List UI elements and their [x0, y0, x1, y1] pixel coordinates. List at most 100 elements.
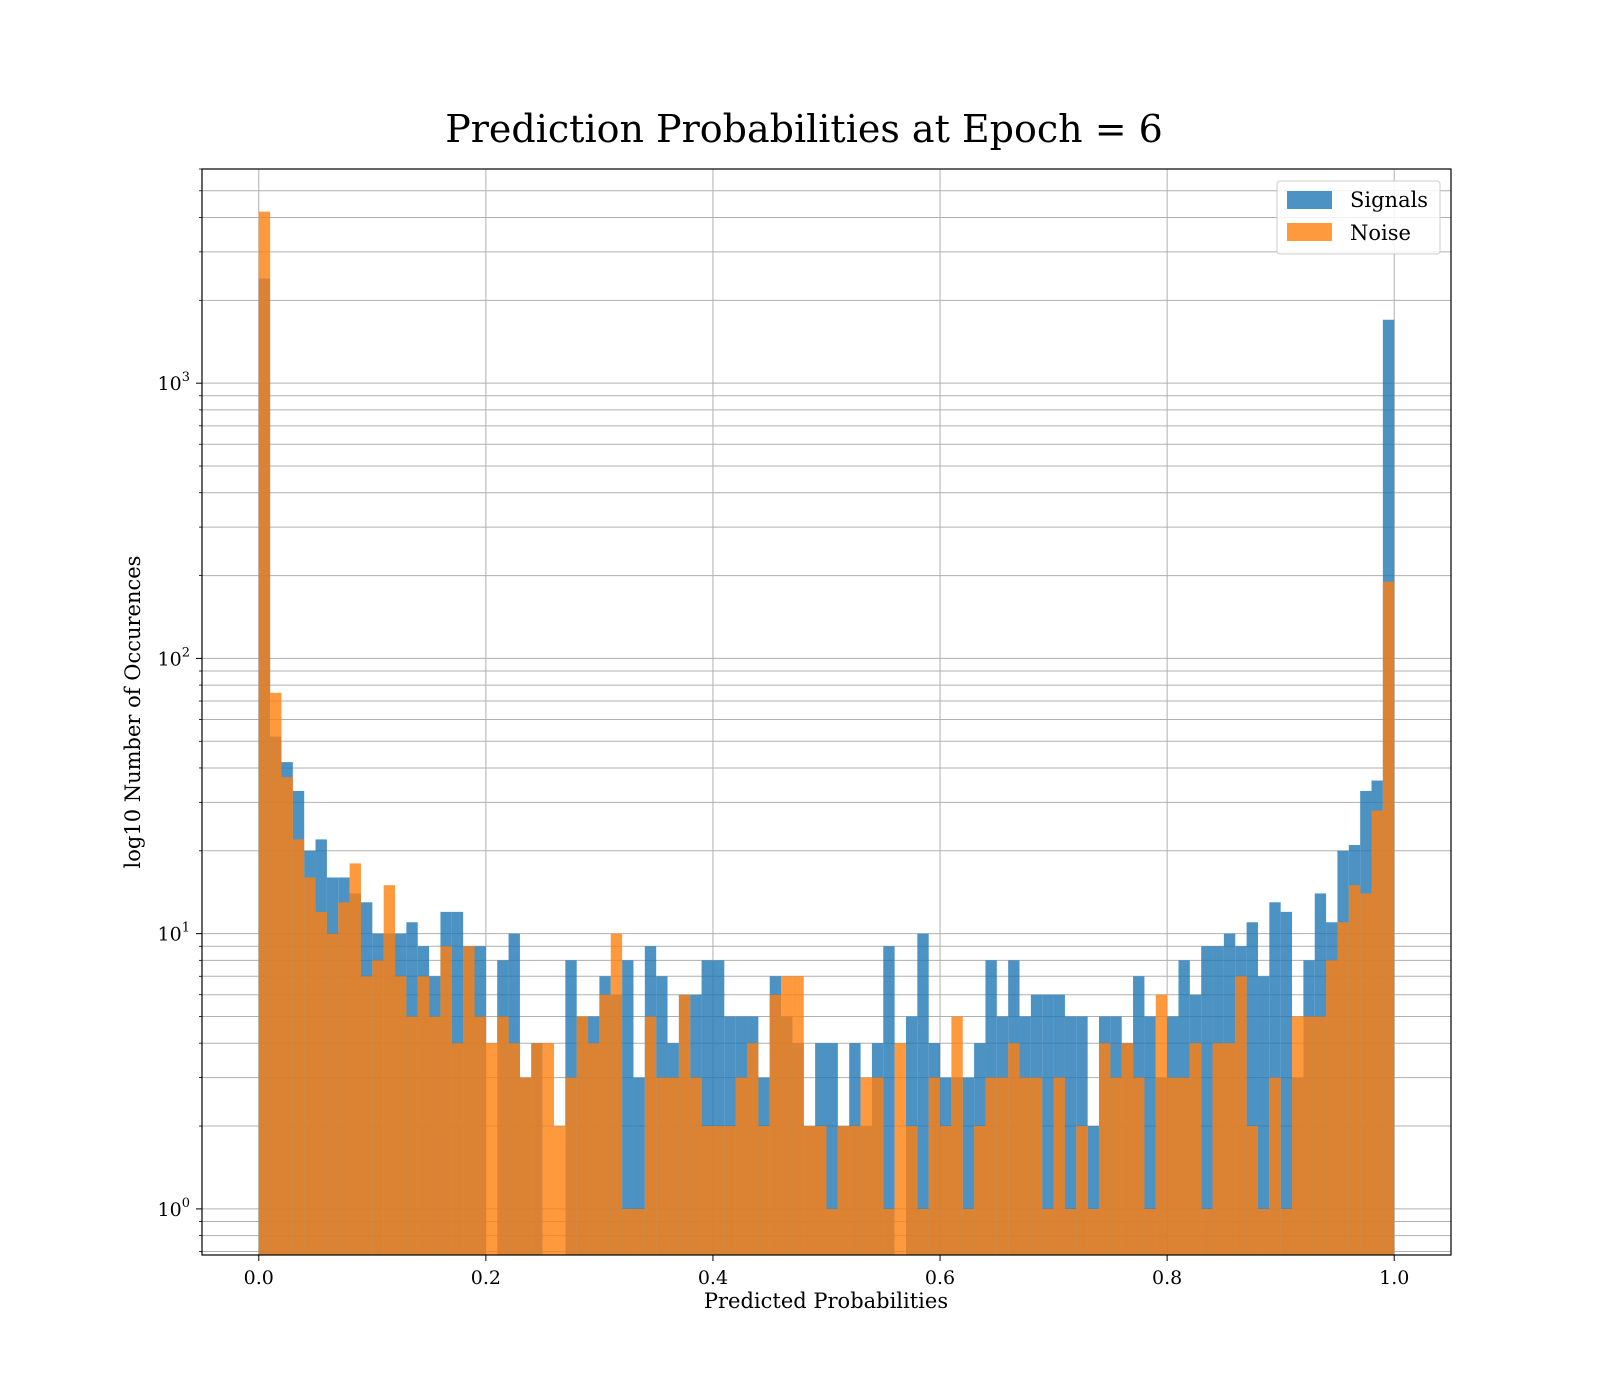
x-axis-label: Predicted Probabilities — [704, 1289, 948, 1313]
bar-noise-74 — [1099, 1043, 1111, 1255]
bar-noise-26 — [553, 1126, 566, 1255]
bar-noise-72 — [1076, 1126, 1088, 1255]
bar-noise-13 — [406, 1016, 418, 1255]
bar-noise-10 — [372, 960, 384, 1255]
bar-noise-35 — [656, 1077, 668, 1255]
bar-noise-38 — [690, 1077, 702, 1255]
bar-noise-1 — [270, 692, 282, 1255]
bar-noise-86 — [1235, 976, 1247, 1255]
bar-noise-95 — [1337, 922, 1349, 1255]
bar-noise-41 — [724, 1126, 736, 1255]
bar-noise-39 — [701, 1126, 713, 1255]
bar-noise-0 — [258, 211, 271, 1256]
x-axis-ticks: 0.0 0.2 0.4 0.6 0.8 1.0 — [244, 1255, 1409, 1289]
bar-noise-42 — [735, 1077, 748, 1255]
bar-noise-83 — [1201, 1208, 1213, 1255]
bar-noise-84 — [1212, 1043, 1224, 1255]
bar-noise-65 — [996, 1077, 1009, 1255]
bar-noise-27 — [565, 1077, 577, 1255]
legend-swatch-noise — [1287, 223, 1332, 241]
bar-noise-6 — [326, 933, 339, 1255]
bar-signals-58 — [917, 933, 929, 1255]
x-tick-label: 1.0 — [1379, 1267, 1409, 1289]
bar-signals-88 — [1257, 976, 1270, 1255]
bar-signals-40 — [712, 960, 725, 1255]
bar-noise-59 — [928, 1077, 941, 1255]
legend-swatch-signals — [1287, 191, 1332, 209]
bar-noise-90 — [1280, 1208, 1293, 1255]
bar-signals-33 — [633, 1077, 645, 1255]
bar-noise-2 — [281, 777, 293, 1255]
bar-signals-78 — [1144, 1016, 1156, 1255]
bar-noise-97 — [1360, 893, 1372, 1255]
bar-noise-47 — [792, 976, 804, 1255]
bar-noise-75 — [1110, 1077, 1122, 1255]
plot-frame — [201, 168, 1452, 1256]
bar-noise-3 — [292, 839, 305, 1255]
bar-noise-80 — [1167, 1077, 1179, 1255]
bar-noise-94 — [1326, 960, 1338, 1255]
bar-noise-14 — [417, 976, 430, 1255]
bar-noise-40 — [712, 1126, 725, 1255]
bar-noise-46 — [781, 976, 793, 1255]
bar-noise-30 — [599, 994, 611, 1255]
bar-signals-90 — [1280, 911, 1293, 1255]
legend: Signals Noise — [1276, 180, 1441, 255]
legend-label-signals: Signals — [1350, 188, 1428, 212]
chart-title: Prediction Probabilities at Epoch = 6 — [445, 107, 1163, 151]
bar-noise-9 — [360, 976, 373, 1255]
bar-noise-98 — [1371, 810, 1383, 1255]
bar-signals-73 — [1087, 1126, 1100, 1255]
x-tick-label: 0.2 — [471, 1267, 501, 1289]
bar-noise-33 — [633, 1208, 645, 1255]
y-tick-label: 100 — [158, 1196, 190, 1221]
x-tick-label: 0.8 — [1152, 1267, 1182, 1289]
bar-noise-58 — [917, 1208, 929, 1255]
bar-noise-17 — [451, 1043, 464, 1255]
bar-noise-25 — [542, 1043, 554, 1255]
bar-noise-79 — [1155, 994, 1168, 1255]
bar-noise-73 — [1087, 1208, 1100, 1255]
bar-noise-52 — [849, 1126, 861, 1255]
bar-signals-62 — [962, 1077, 975, 1255]
bar-noise-99 — [1382, 581, 1395, 1255]
bar-noise-57 — [905, 1126, 918, 1255]
bar-noise-77 — [1133, 1077, 1145, 1255]
bar-noise-34 — [644, 1016, 657, 1255]
bar-noise-11 — [383, 885, 396, 1255]
bar-noise-49 — [815, 1126, 827, 1255]
bar-noise-18 — [463, 946, 475, 1255]
bar-noise-55 — [883, 1208, 895, 1255]
bar-signals-55 — [883, 946, 895, 1255]
bar-noise-20 — [485, 1043, 498, 1255]
bar-noise-43 — [747, 1043, 759, 1255]
bar-noise-88 — [1257, 1208, 1270, 1255]
bar-signals-32 — [622, 960, 634, 1255]
bar-noise-81 — [1178, 1077, 1190, 1255]
bar-noise-28 — [576, 1016, 589, 1255]
bar-noise-62 — [962, 1208, 975, 1255]
bar-noise-45 — [769, 994, 782, 1255]
bar-noise-37 — [678, 994, 691, 1255]
bar-noise-36 — [667, 1077, 679, 1255]
bar-noise-69 — [1042, 1208, 1054, 1255]
bar-noise-48 — [803, 1126, 816, 1255]
bar-noise-12 — [395, 976, 407, 1255]
bar-noise-60 — [940, 1126, 952, 1255]
y-tick-label: 102 — [158, 645, 190, 670]
bar-signals-50 — [826, 1043, 838, 1255]
bar-noise-93 — [1314, 1016, 1327, 1255]
bar-noise-76 — [1121, 1043, 1134, 1255]
bar-noise-19 — [474, 1016, 486, 1255]
bar-noise-31 — [610, 933, 623, 1255]
y-tick-label: 103 — [158, 370, 190, 395]
bar-signals-71 — [1064, 1016, 1077, 1255]
bar-noise-23 — [519, 1077, 532, 1255]
x-tick-label: 0.0 — [244, 1267, 274, 1289]
bar-noise-4 — [304, 877, 316, 1255]
bar-noise-82 — [1189, 1043, 1202, 1255]
bar-noise-51 — [837, 1126, 850, 1255]
bar-signals-83 — [1201, 946, 1213, 1255]
bar-noise-5 — [315, 911, 327, 1255]
bars — [258, 211, 1395, 1256]
